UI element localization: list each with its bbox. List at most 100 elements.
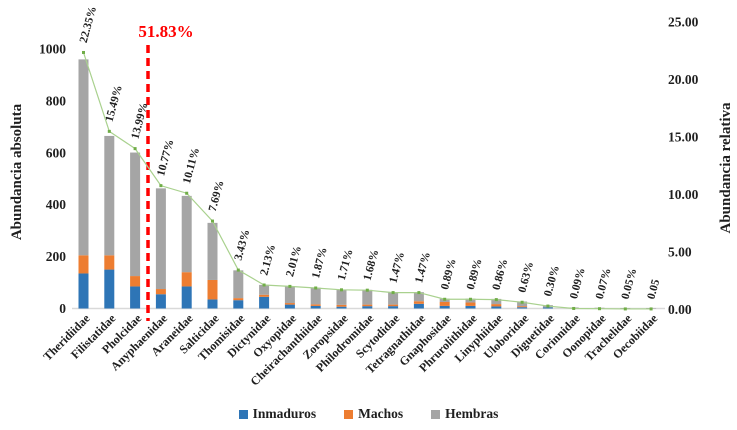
point-label: 1.47% bbox=[387, 251, 407, 285]
point-label: 1.47% bbox=[413, 251, 433, 285]
bar-segment-inmaduros-oxyopidae bbox=[284, 304, 295, 309]
bar-segment-hembras-pholcidae bbox=[130, 152, 141, 277]
point-label: 0.09% bbox=[568, 267, 588, 301]
point-label: 3.43% bbox=[233, 228, 253, 262]
bar-segment-inmaduros-thomisidae bbox=[233, 300, 244, 309]
line-marker bbox=[314, 286, 318, 290]
legend-label: Hembras bbox=[445, 406, 499, 421]
line-marker bbox=[520, 300, 524, 304]
bar-segment-hembras-thomisidae bbox=[233, 270, 244, 299]
point-label: 2.01% bbox=[284, 245, 304, 279]
line-marker bbox=[82, 50, 85, 54]
chart-legend: Inmaduros Machos Hembras bbox=[0, 403, 737, 425]
point-label: 1.71% bbox=[336, 248, 356, 282]
bar-segment-machos-anyphaenidae bbox=[155, 289, 166, 295]
point-label: 0.05% bbox=[620, 267, 640, 301]
bar-segment-machos-philodromidae bbox=[362, 304, 373, 307]
bar-segment-machos-salticidae bbox=[207, 279, 218, 300]
bar-segment-inmaduros-zoropsidae bbox=[336, 306, 347, 309]
bar-segment-inmaduros-pholcidae bbox=[130, 286, 141, 309]
line-marker bbox=[443, 297, 447, 301]
bar-segment-inmaduros-salticidae bbox=[207, 299, 218, 309]
line-marker bbox=[159, 184, 163, 188]
line-marker bbox=[417, 291, 421, 295]
point-label: 0.89% bbox=[465, 257, 485, 291]
left-axis-tick: 400 bbox=[46, 197, 67, 212]
bar-segment-inmaduros-filistatidae bbox=[104, 269, 115, 309]
bar-segment-hembras-tetragnathidae bbox=[413, 292, 424, 302]
bar-segment-machos-zoropsidae bbox=[336, 304, 347, 307]
left-axis-tick: 600 bbox=[46, 145, 67, 160]
bar-segment-machos-phrurolithidae bbox=[465, 302, 476, 306]
bar-segment-machos-araneidae bbox=[181, 272, 192, 287]
line-marker bbox=[598, 307, 601, 311]
legend-swatch-icon bbox=[238, 409, 248, 419]
bar-segment-hembras-filistatidae bbox=[104, 135, 115, 256]
point-label: 2.13% bbox=[258, 243, 278, 277]
legend-item-machos: Machos bbox=[344, 406, 403, 422]
bar-segment-inmaduros-philodromidae bbox=[362, 306, 373, 309]
right-axis-tick: 0.00 bbox=[668, 302, 692, 317]
point-label: 0.63% bbox=[516, 260, 536, 294]
point-label: 10.77% bbox=[155, 138, 176, 177]
bar-segment-inmaduros-cheirachanthiidae bbox=[310, 305, 321, 309]
line-marker bbox=[211, 219, 214, 223]
bar-segment-inmaduros-araneidae bbox=[181, 286, 192, 309]
bar-segment-machos-theridiidae bbox=[78, 255, 89, 274]
bar-segment-machos-uloboridae bbox=[517, 306, 528, 308]
bar-segment-hembras-philodromidae bbox=[362, 289, 373, 305]
line-marker bbox=[236, 268, 240, 272]
bar-segment-hembras-cheirachanthiidae bbox=[310, 287, 321, 305]
bar-segment-inmaduros-linyphiidae bbox=[491, 306, 502, 309]
left-axis-tick: 1000 bbox=[39, 42, 66, 57]
bar-segment-inmaduros-gnaphosidae bbox=[439, 305, 450, 309]
bar-segment-machos-filistatidae bbox=[104, 255, 115, 270]
bar-segment-inmaduros-anyphaenidae bbox=[155, 294, 166, 309]
right-axis-title: Abundancia relativa bbox=[718, 102, 734, 234]
left-axis-tick: 200 bbox=[46, 249, 67, 264]
bar-segment-hembras-anyphaenidae bbox=[155, 188, 166, 290]
bar-segment-hembras-dictynidae bbox=[259, 284, 270, 295]
line-marker bbox=[365, 288, 369, 292]
legend-item-hembras: Hembras bbox=[431, 406, 498, 422]
bar-segment-machos-pholcidae bbox=[130, 276, 141, 287]
line-marker bbox=[185, 191, 189, 195]
bar-segment-machos-scytodidae bbox=[388, 304, 399, 307]
point-label: 1.87% bbox=[310, 246, 330, 280]
bar-segment-hembras-linyphiidae bbox=[491, 298, 502, 305]
bar-segment-hembras-oxyopidae bbox=[284, 286, 295, 304]
line-marker bbox=[623, 307, 627, 311]
legend-swatch-icon bbox=[344, 409, 354, 419]
bar-segment-machos-tetragnathidae bbox=[413, 301, 424, 304]
bar-segment-hembras-theridiidae bbox=[78, 59, 89, 256]
legend-label: Inmaduros bbox=[252, 406, 317, 421]
right-axis-tick: 20.00 bbox=[668, 72, 699, 87]
line-marker bbox=[107, 129, 111, 133]
right-axis-tick: 25.00 bbox=[668, 15, 699, 30]
line-marker bbox=[494, 298, 498, 302]
point-label: 1.68% bbox=[362, 248, 382, 282]
bar-segment-inmaduros-tetragnathidae bbox=[413, 303, 424, 309]
line-marker bbox=[469, 297, 472, 301]
right-axis-tick: 10.00 bbox=[668, 187, 699, 202]
point-label: 10.11% bbox=[181, 146, 202, 185]
bar-segment-inmaduros-phrurolithidae bbox=[465, 305, 476, 309]
point-label: 15.49% bbox=[104, 84, 125, 123]
cutoff-percentage-label: 51.83% bbox=[138, 22, 194, 41]
point-label: 7.69% bbox=[207, 179, 227, 213]
bar-segment-hembras-scytodidae bbox=[388, 292, 399, 305]
left-axis-tick: 800 bbox=[46, 93, 67, 108]
point-label: 0.89% bbox=[439, 257, 459, 291]
right-axis-tick: 15.00 bbox=[668, 130, 699, 145]
line-marker bbox=[391, 291, 395, 295]
point-label: 0.86% bbox=[491, 258, 511, 292]
bar-segment-machos-oxyopidae bbox=[284, 303, 295, 305]
bar-segment-hembras-salticidae bbox=[207, 222, 218, 280]
bar-segment-inmaduros-uloboridae bbox=[517, 307, 528, 309]
left-axis-title: Abundancia absoluta bbox=[9, 103, 25, 241]
line-marker bbox=[262, 283, 266, 287]
bar-segment-machos-gnaphosidae bbox=[439, 302, 450, 306]
bar-segment-machos-thomisidae bbox=[233, 298, 244, 301]
legend-swatch-icon bbox=[431, 409, 441, 419]
